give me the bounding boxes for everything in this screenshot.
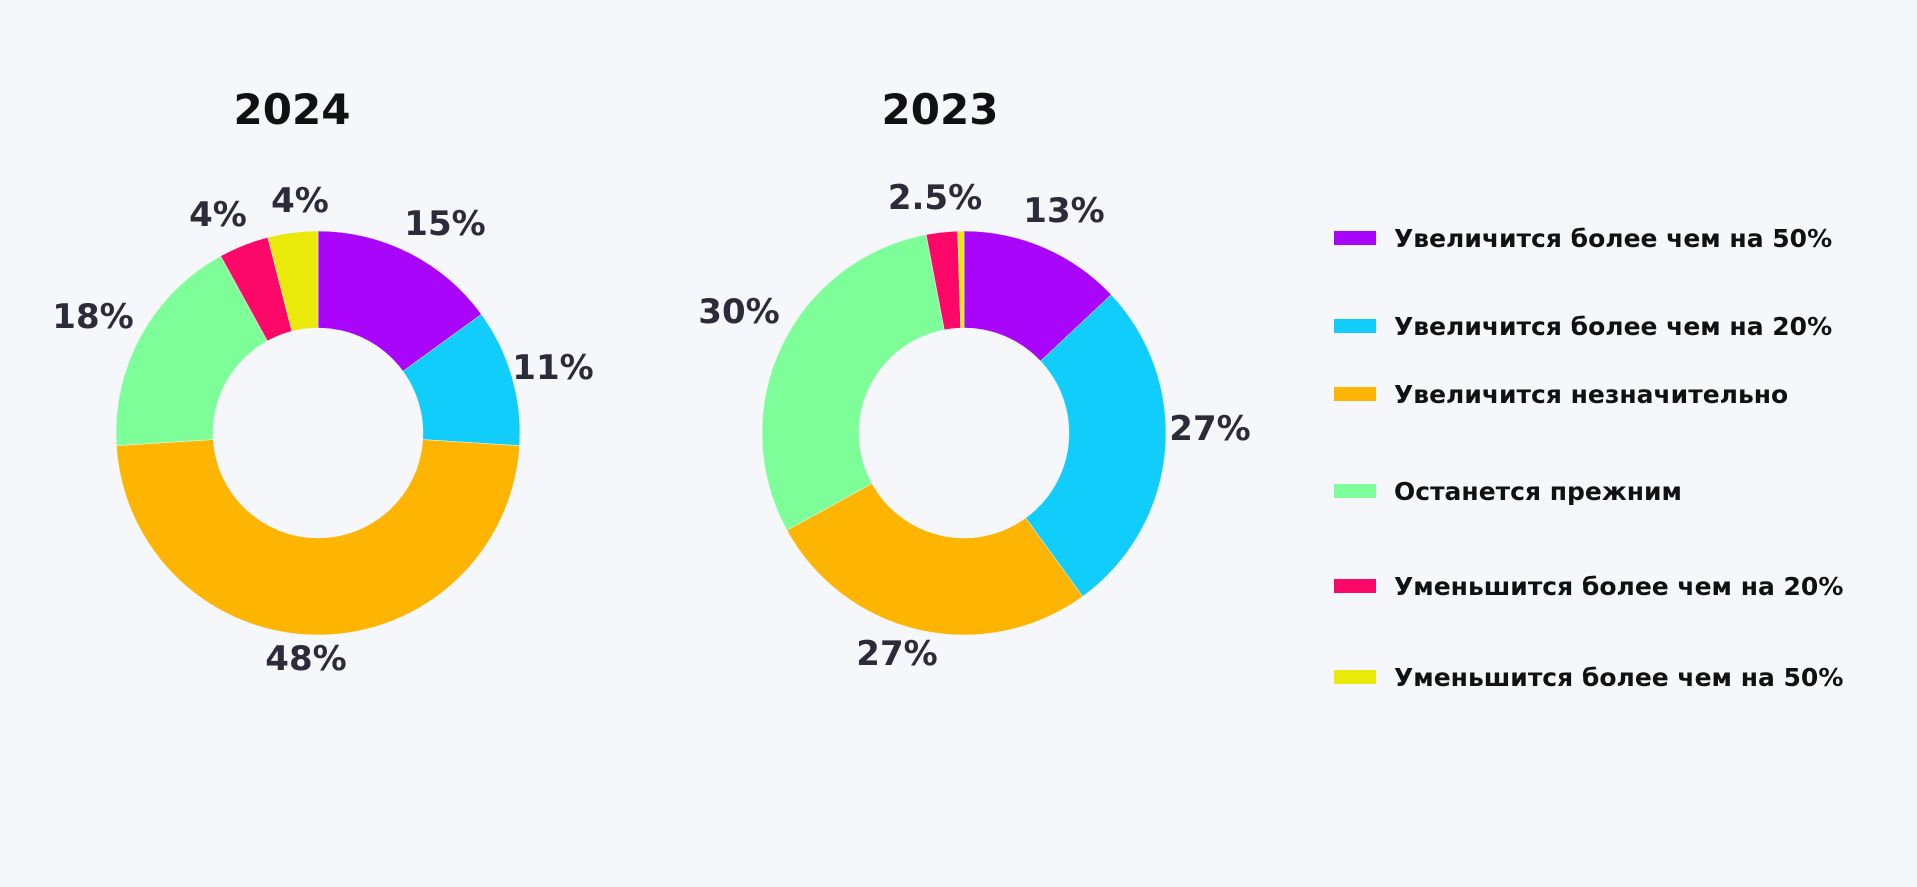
donut-charts-group: 2024 15% 11% 48% 18% 4% 4% 2023 13% 27% 27% 30% 2.5% <box>52 85 1250 679</box>
data-label: 18% <box>52 297 133 337</box>
legend-item: Уменьшится более чем на 20% <box>1334 572 1843 601</box>
chart-title: 2024 <box>234 85 351 134</box>
donut-slice <box>116 439 520 636</box>
donut-chart-2023: 2023 13% 27% 27% 30% 2.5% <box>698 85 1250 674</box>
donut-slice <box>317 230 482 372</box>
donut-slice <box>761 234 945 531</box>
legend-item: Увеличится незначительно <box>1334 380 1788 409</box>
legend-item: Уменьшится более чем на 50% <box>1334 663 1843 692</box>
donut-chart-2024: 2024 15% 11% 48% 18% 4% 4% <box>52 85 593 679</box>
legend-swatch <box>1334 387 1376 401</box>
legend-label: Уменьшится более чем на 50% <box>1394 663 1843 692</box>
legend-item: Увеличится более чем на 50% <box>1334 224 1832 253</box>
data-label: 30% <box>698 292 779 332</box>
legend-item: Останется прежним <box>1334 477 1682 506</box>
data-label: 4% <box>271 181 329 221</box>
data-label: 2.5% <box>888 178 982 218</box>
data-label: 27% <box>1169 409 1250 449</box>
legend-label: Останется прежним <box>1394 477 1682 506</box>
data-label: 48% <box>265 639 346 679</box>
data-label: 13% <box>1023 191 1104 231</box>
donut-slice <box>267 230 319 332</box>
chart-title: 2023 <box>882 85 999 134</box>
data-label: 27% <box>856 634 937 674</box>
legend-swatch <box>1334 670 1376 684</box>
legend-label: Уменьшится более чем на 20% <box>1394 572 1843 601</box>
legend-label: Увеличится более чем на 50% <box>1394 224 1832 253</box>
data-label: 15% <box>404 204 485 244</box>
legend-swatch <box>1334 484 1376 498</box>
donut-slice <box>957 230 965 329</box>
legend-label: Увеличится незначительно <box>1394 380 1788 409</box>
legend-swatch <box>1334 319 1376 333</box>
data-label: 4% <box>189 195 247 235</box>
data-label: 11% <box>512 348 593 388</box>
legend-label: Увеличится более чем на 20% <box>1394 312 1832 341</box>
donut-slice <box>786 483 1084 636</box>
legend-swatch <box>1334 231 1376 245</box>
legend-swatch <box>1334 579 1376 593</box>
donut-slice <box>1025 294 1167 597</box>
donut-slice <box>115 255 268 446</box>
legend-item: Увеличится более чем на 20% <box>1334 312 1832 341</box>
legend: Увеличится более чем на 50% Увеличится бо… <box>1334 224 1843 692</box>
